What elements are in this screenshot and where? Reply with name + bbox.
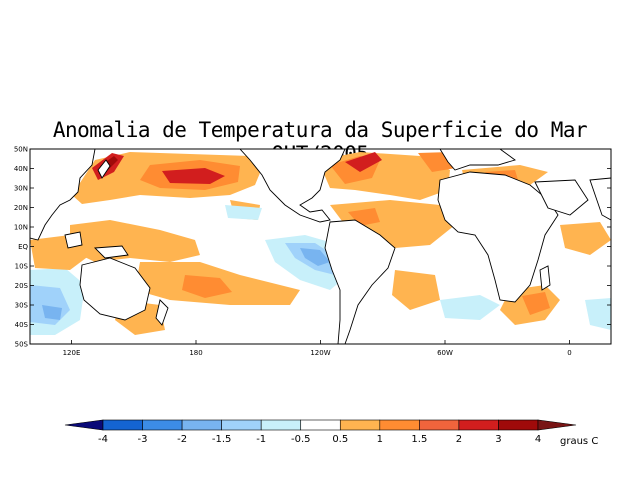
asia-landmass — [30, 149, 96, 241]
lat-label: 30S — [15, 302, 29, 310]
europe-landmass — [439, 149, 516, 171]
lat-label: 10S — [15, 263, 29, 271]
colorbar-label: 2 — [456, 434, 462, 445]
colorbar-swatch — [458, 419, 499, 431]
colorbar-high-arrow — [537, 419, 577, 431]
new-guinea-island — [93, 245, 129, 259]
lon-label: 0 — [567, 349, 571, 357]
colorbar-label: 1.5 — [411, 434, 427, 445]
colorbar-unit: graus C — [560, 436, 598, 447]
south-america-landmass — [324, 219, 396, 344]
lat-label: 50S — [15, 341, 29, 349]
madagascar-island — [539, 265, 551, 291]
colorbar-swatch — [419, 419, 460, 431]
indian-ocean-warm-patch — [560, 222, 611, 255]
longitude-axis: 120E180120W60W060E — [63, 340, 572, 357]
colorbar-label: -3 — [138, 434, 148, 445]
west-pacific-warm-patch — [70, 220, 200, 262]
colorbar-label: -4 — [98, 434, 108, 445]
north-america-landmass — [239, 149, 346, 223]
borneo-island — [64, 231, 83, 249]
latitude-axis: 50N 40N 30N 20N 10N EQ 10S 20S 30S 40S 50S — [14, 146, 611, 349]
colorbar-label: 1 — [377, 434, 383, 445]
new-zealand-island — [155, 299, 169, 326]
colorbar: -4 -3 -2 -1.5 -1 -0.5 0.5 1 1.5 2 3 4 — [64, 419, 577, 445]
colorbar-swatch — [102, 419, 143, 431]
lon-label: 60W — [437, 349, 453, 357]
colorbar-swatch — [181, 419, 222, 431]
subtropical-pacific-cold-patch — [225, 205, 262, 220]
southwest-indian-warm-core — [522, 292, 550, 315]
gulf-stream-warm-center — [345, 152, 382, 172]
lon-label: 180 — [189, 349, 202, 357]
south-pacific-warm-core — [182, 275, 232, 298]
south-atlantic-cold-patch — [440, 295, 500, 320]
lat-label: 40S — [15, 321, 29, 329]
india-landmass — [589, 177, 611, 221]
colorbar-label: 0.5 — [332, 434, 348, 445]
colorbar-low-arrow — [64, 419, 104, 431]
arabia-landmass — [534, 179, 589, 216]
lat-label: 20S — [15, 282, 29, 290]
colorbar-swatch — [498, 419, 539, 431]
colorbar-label: -1 — [256, 434, 266, 445]
continents — [30, 149, 611, 344]
colorbar-swatch — [379, 419, 420, 431]
lat-label: 50N — [14, 146, 28, 154]
colorbar-label: -0.5 — [291, 434, 311, 445]
lat-label: 10N — [14, 224, 28, 232]
caribbean-warm-core — [348, 208, 380, 226]
lon-label: 120W — [310, 349, 330, 357]
colorbar-swatch — [300, 419, 341, 431]
far-east-indian-cold-patch — [585, 298, 611, 330]
australia-landmass — [79, 257, 151, 321]
japan-island — [97, 159, 111, 179]
colorbar-swatch — [260, 419, 302, 431]
north-pacific-warm-center — [162, 168, 225, 184]
southeast-indian-cold-center — [42, 305, 62, 320]
colorbar-label: -1.5 — [212, 434, 232, 445]
colorbar-label: 3 — [495, 434, 501, 445]
lat-label: 40N — [14, 165, 28, 173]
lon-label: 120E — [63, 349, 81, 357]
colorbar-swatch — [221, 419, 262, 431]
colorbar-label: 4 — [535, 434, 541, 445]
colorbar-swatch — [142, 419, 183, 431]
lat-label: EQ — [18, 243, 28, 251]
colorbar-swatch — [339, 419, 381, 431]
eastern-equatorial-pacific-cold-core — [300, 248, 330, 266]
lat-label: 20N — [14, 204, 28, 212]
south-atlantic-warm-patch — [392, 270, 440, 310]
africa-landmass — [437, 171, 559, 303]
colorbar-label: -2 — [177, 434, 187, 445]
lat-label: 30N — [14, 185, 28, 193]
